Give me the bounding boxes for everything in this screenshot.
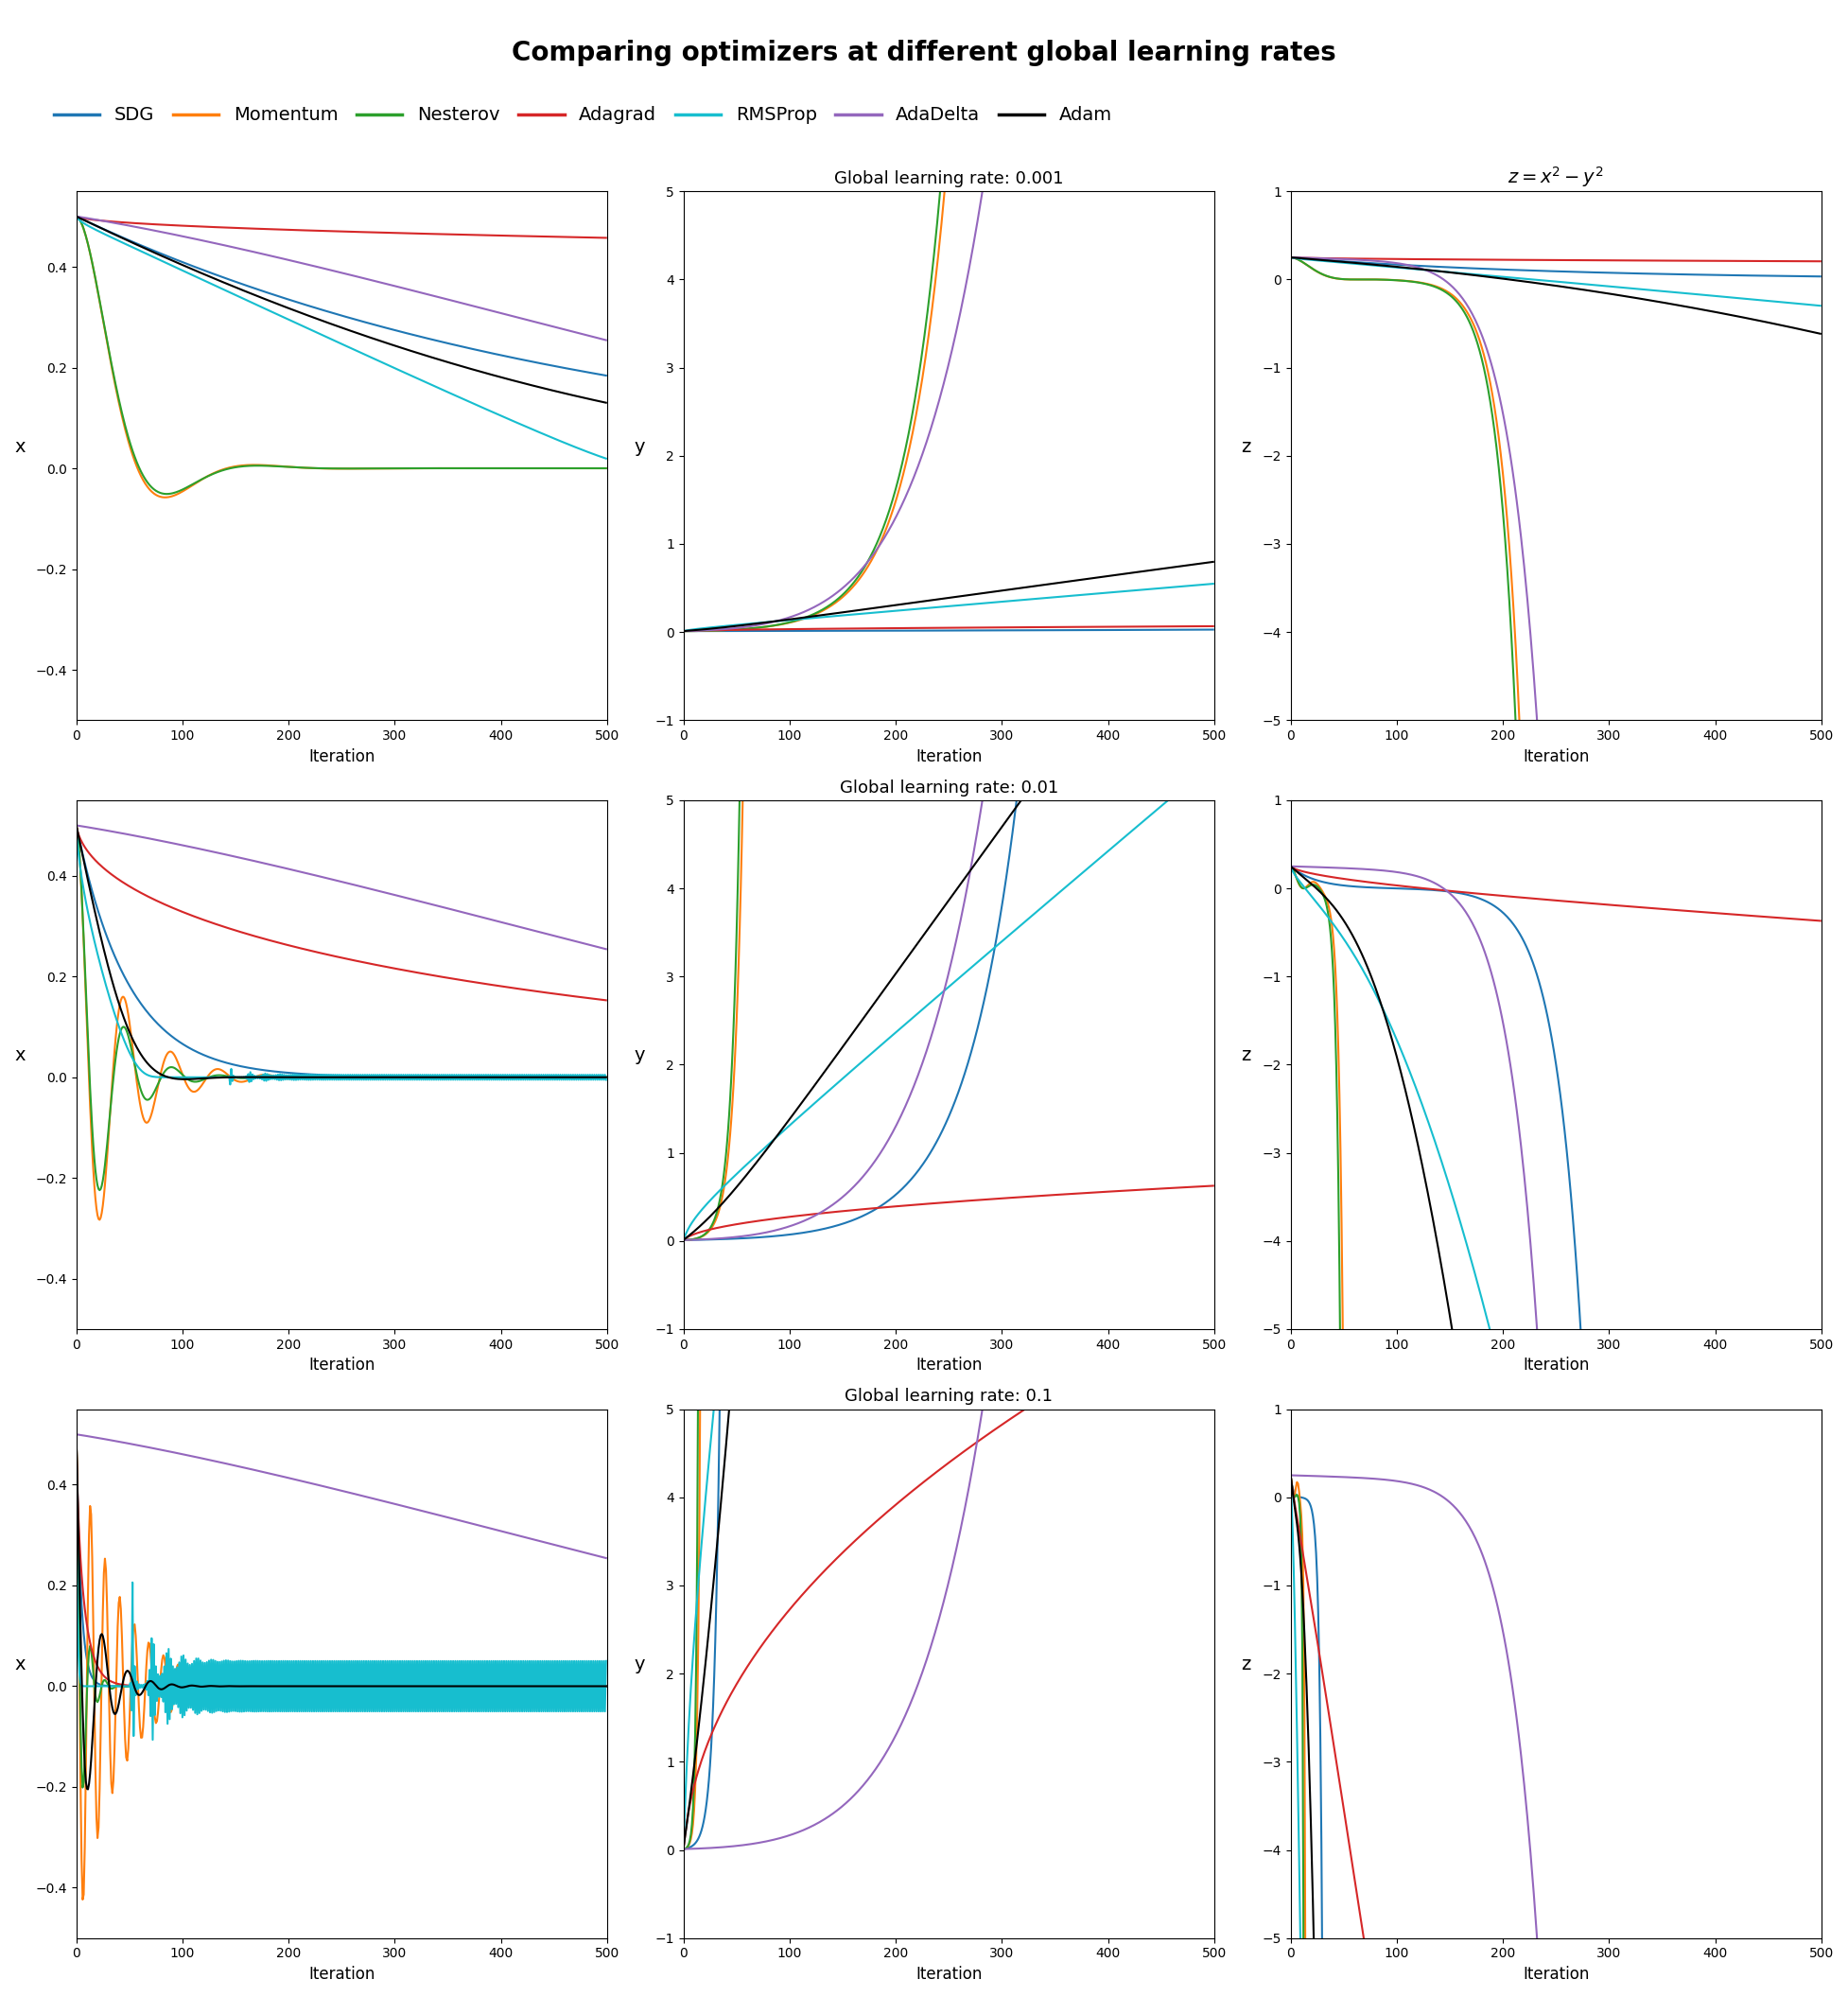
Title: Global learning rate: 0.001: Global learning rate: 0.001 xyxy=(833,170,1063,188)
X-axis label: Iteration: Iteration xyxy=(1523,1965,1589,1983)
X-axis label: Iteration: Iteration xyxy=(309,1965,375,1983)
X-axis label: Iteration: Iteration xyxy=(309,1356,375,1374)
Legend: SDG, Momentum, Nesterov, Adagrad, RMSProp, AdaDelta, Adam: SDG, Momentum, Nesterov, Adagrad, RMSPro… xyxy=(46,100,1120,132)
X-axis label: Iteration: Iteration xyxy=(309,747,375,765)
Y-axis label: x: x xyxy=(15,1046,26,1064)
X-axis label: Iteration: Iteration xyxy=(1523,747,1589,765)
Y-axis label: z: z xyxy=(1242,1046,1251,1064)
Y-axis label: z: z xyxy=(1242,1656,1251,1673)
Y-axis label: y: y xyxy=(634,1656,645,1673)
X-axis label: Iteration: Iteration xyxy=(915,747,981,765)
Y-axis label: y: y xyxy=(634,1046,645,1064)
Title: Global learning rate: 0.1: Global learning rate: 0.1 xyxy=(845,1388,1053,1406)
Y-axis label: x: x xyxy=(15,437,26,455)
Y-axis label: x: x xyxy=(15,1656,26,1673)
Title: $z = x^2 - y^2$: $z = x^2 - y^2$ xyxy=(1508,164,1604,190)
Y-axis label: y: y xyxy=(634,437,645,455)
X-axis label: Iteration: Iteration xyxy=(1523,1356,1589,1374)
Text: Comparing optimizers at different global learning rates: Comparing optimizers at different global… xyxy=(512,40,1336,66)
X-axis label: Iteration: Iteration xyxy=(915,1965,981,1983)
X-axis label: Iteration: Iteration xyxy=(915,1356,981,1374)
Title: Global learning rate: 0.01: Global learning rate: 0.01 xyxy=(839,779,1059,797)
Y-axis label: z: z xyxy=(1242,437,1251,455)
